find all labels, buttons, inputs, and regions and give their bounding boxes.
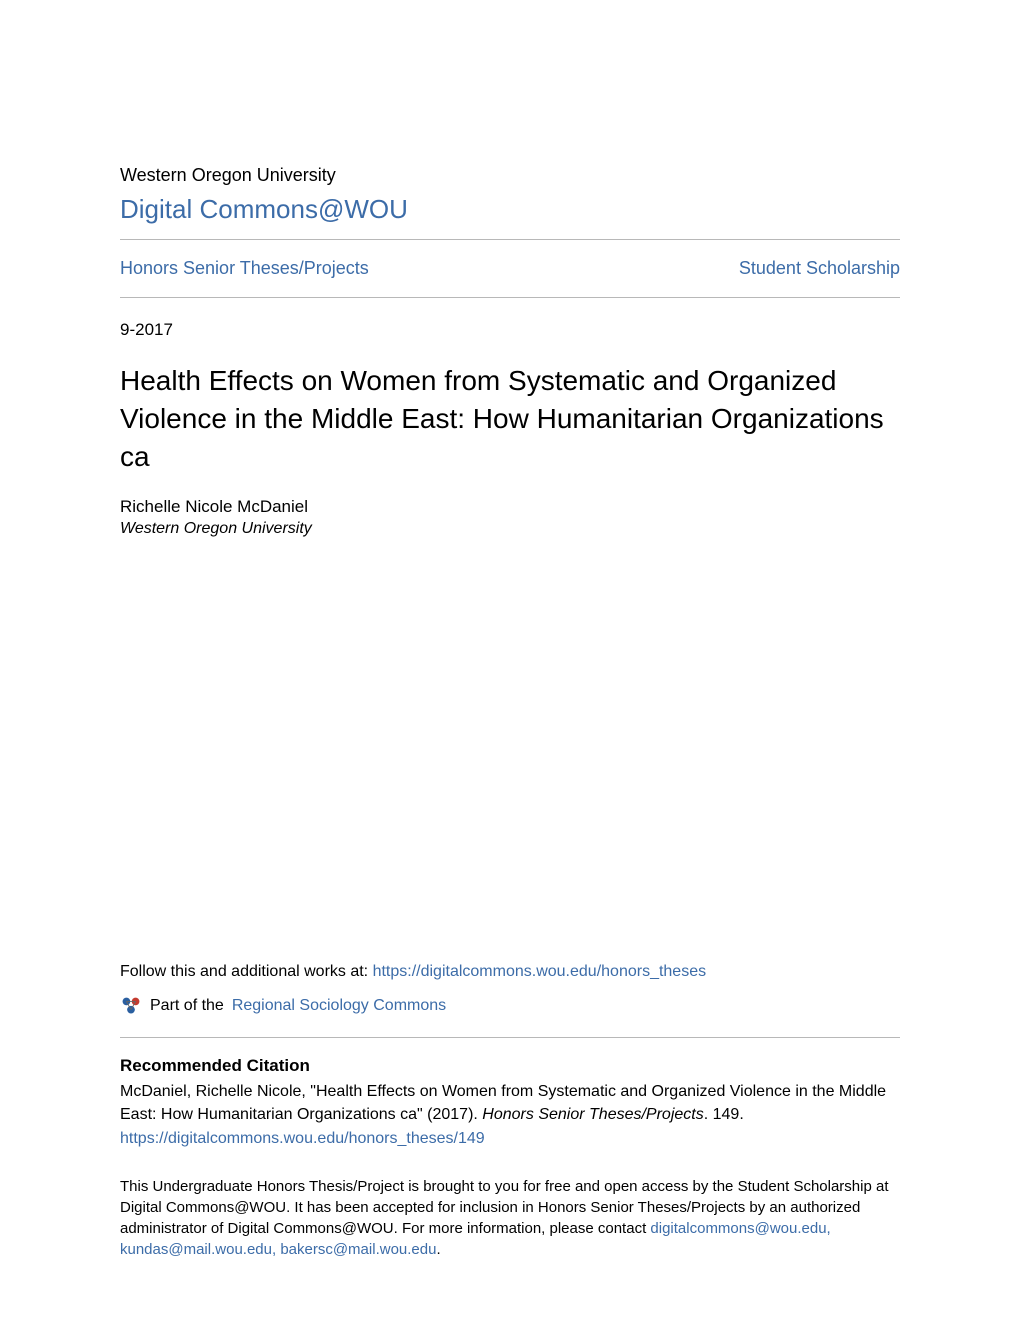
publication-date: 9-2017: [120, 320, 900, 340]
breadcrumb-right-link[interactable]: Student Scholarship: [739, 258, 900, 279]
citation-series: Honors Senior Theses/Projects: [482, 1106, 703, 1123]
partof-row: Part of the Regional Sociology Commons: [120, 995, 900, 1017]
follow-prefix: Follow this and additional works at:: [120, 963, 373, 980]
repository-name: Digital Commons@WOU: [120, 194, 900, 225]
institution-name: Western Oregon University: [120, 165, 900, 186]
divider-citation: [120, 1037, 900, 1038]
breadcrumb-left-link[interactable]: Honors Senior Theses/Projects: [120, 258, 369, 279]
header-block: Western Oregon University Digital Common…: [120, 165, 900, 225]
author-name: Richelle Nicole McDaniel: [120, 497, 900, 517]
divider-mid: [120, 297, 900, 298]
access-statement: This Undergraduate Honors Thesis/Project…: [120, 1176, 900, 1260]
partof-link[interactable]: Regional Sociology Commons: [232, 997, 446, 1015]
citation-heading: Recommended Citation: [120, 1056, 900, 1076]
citation-text: McDaniel, Richelle Nicole, "Health Effec…: [120, 1081, 900, 1126]
access-suffix: .: [436, 1241, 440, 1258]
breadcrumb: Honors Senior Theses/Projects Student Sc…: [120, 240, 900, 297]
author-affiliation: Western Oregon University: [120, 520, 900, 538]
page-title: Health Effects on Women from Systematic …: [120, 362, 900, 475]
follow-link[interactable]: https://digitalcommons.wou.edu/honors_th…: [373, 963, 707, 980]
repository-link[interactable]: Digital Commons@WOU: [120, 194, 408, 224]
follow-line: Follow this and additional works at: htt…: [120, 963, 900, 981]
citation-link[interactable]: https://digitalcommons.wou.edu/honors_th…: [120, 1130, 900, 1148]
partof-prefix: Part of the: [150, 997, 224, 1015]
lower-section: Follow this and additional works at: htt…: [120, 963, 900, 1260]
network-icon: [120, 995, 142, 1017]
citation-after: . 149.: [704, 1106, 744, 1123]
